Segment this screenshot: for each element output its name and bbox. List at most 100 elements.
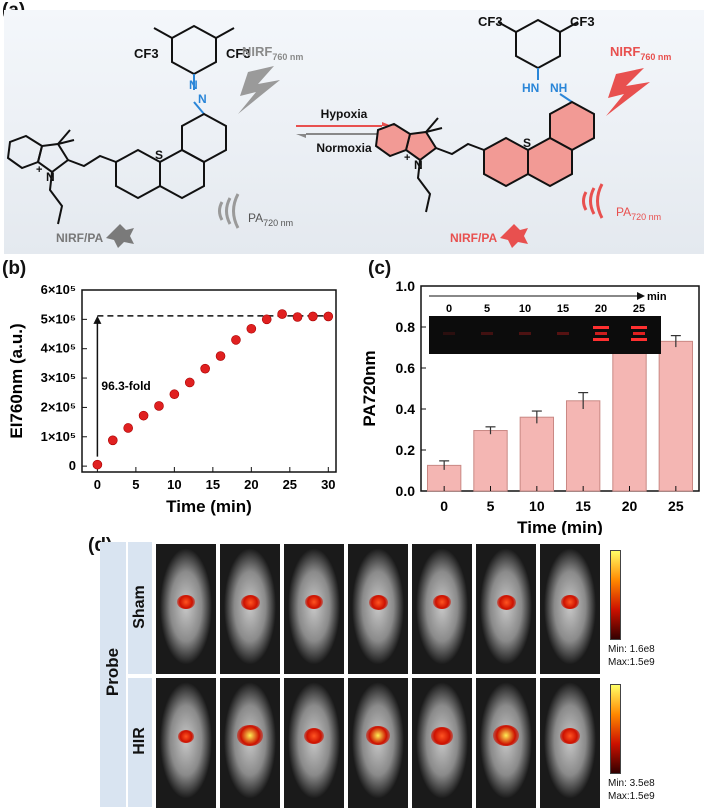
- bar-c: [519, 416, 555, 492]
- right-atom-n: N: [414, 158, 423, 172]
- mouse-image: [156, 678, 216, 808]
- right-badge-label: NIRF/PA: [450, 231, 497, 245]
- inset-signal-c: [593, 326, 609, 329]
- x-tick-label-c: 5: [487, 498, 495, 514]
- x-tick-label-c: 20: [622, 498, 638, 514]
- mouse-image: [348, 544, 408, 674]
- x-tick-label-b: 25: [283, 477, 297, 492]
- y-tick-label-b: 3×10⁵: [41, 370, 76, 385]
- x-tick-label-b: 5: [132, 477, 139, 492]
- left-molecule: [6, 24, 235, 225]
- inset-signal-c: [519, 332, 531, 335]
- bar-c: [473, 430, 508, 492]
- y-tick-label-b: 2×10⁵: [41, 399, 76, 414]
- bar-c: [565, 400, 601, 492]
- data-point-b: [138, 410, 149, 421]
- y-tick-label-b: 5×10⁵: [41, 311, 76, 326]
- right-molecule: [374, 18, 595, 213]
- left-lightning-icon: [238, 66, 280, 114]
- chart-b: 0 1×10⁵ 2×10⁵ 3×10⁵ 4×10⁵ 5×10⁵ 6×10⁵ 0 5 10 15 20 2…: [7, 282, 337, 516]
- mouse-image: [284, 544, 344, 674]
- bar-c: [612, 347, 647, 492]
- x-tick-label-b: 20: [244, 477, 258, 492]
- scheme-svg: CF3 CF3 N N S N + NIRF760 nm PA720 nm NI…: [6, 14, 671, 248]
- chart-c: 0.0 0.2 0.4 0.6 0.8 1.0 0 5 10 15 20 25 Time (min) PA…: [360, 278, 700, 535]
- y-tick-label-b: 1×10⁵: [41, 429, 76, 444]
- right-atom-nplus: +: [404, 152, 410, 164]
- mouse-image: [156, 544, 216, 674]
- inset-tick-c: 10: [519, 303, 531, 315]
- inset-signal-c: [633, 332, 645, 335]
- probe-label: Probe: [103, 647, 122, 697]
- panel-label-c: (c): [368, 258, 392, 279]
- left-pa-wave-icon: [218, 193, 240, 229]
- y-tick-label-c: 0.8: [396, 319, 416, 335]
- inset-axis-label-c: min: [647, 291, 667, 303]
- right-lightning-icon: [606, 68, 650, 116]
- mouse-image: [412, 678, 472, 808]
- signal-spot: [368, 594, 388, 610]
- mouse-image: [540, 678, 600, 808]
- right-atom-s: S: [523, 136, 531, 150]
- x-axis-label-b: Time (min): [166, 497, 252, 516]
- data-point-b: [169, 389, 180, 400]
- left-atom-nplus: +: [36, 164, 42, 176]
- bar-c: [658, 340, 694, 492]
- data-point-b: [308, 311, 318, 322]
- y-axis-label-b: EI760nm (a.u.): [7, 323, 26, 438]
- left-atom-s: S: [155, 148, 163, 162]
- hir-max: Max:1.5e9: [608, 791, 655, 802]
- data-point-b: [184, 377, 195, 388]
- mouse-image: [476, 678, 536, 808]
- fold-arrowhead-b: [93, 315, 102, 324]
- x-tick-label-c: 25: [668, 498, 684, 514]
- right-hn: HN: [522, 81, 539, 95]
- data-point-b: [231, 335, 241, 345]
- right-star-icon: [500, 224, 528, 248]
- plot-frame-b: [81, 289, 337, 473]
- signal-spot: [366, 726, 390, 745]
- left-atom-n: N: [46, 170, 55, 184]
- left-badge-label: NIRF/PA: [56, 231, 103, 245]
- panel-a-scheme: CF3 CF3 N N S N + NIRF760 nm PA720 nm NI…: [4, 10, 704, 254]
- inset-tick-c: 25: [633, 303, 645, 315]
- signal-spot: [431, 727, 453, 745]
- left-cf3-2: CF3: [226, 46, 251, 61]
- right-nirf-label: NIRF760 nm: [610, 44, 671, 62]
- y-tick-label-c: 0.4: [396, 401, 416, 417]
- mouse-image: [476, 544, 536, 674]
- panel-label-b: (b): [2, 258, 27, 279]
- data-point-b: [154, 401, 164, 411]
- data-point-b: [292, 312, 303, 322]
- inset-tick-c: 5: [484, 303, 490, 315]
- right-pa-label: PA720 nm: [616, 205, 661, 222]
- signal-spot: [304, 594, 324, 610]
- inset-signal-c: [631, 338, 647, 341]
- mouse-image: [540, 544, 600, 674]
- x-tick-label-c: 15: [575, 498, 591, 514]
- sham-max: Max:1.5e9: [608, 657, 655, 668]
- signal-spot: [560, 594, 580, 610]
- left-pa-label: PA720 nm: [248, 211, 293, 228]
- x-tick-label-b: 0: [94, 477, 101, 492]
- signal-spot: [496, 594, 516, 610]
- sham-sidebar: Sham: [128, 542, 152, 674]
- inset-signal-c: [593, 338, 609, 341]
- y-axis-label-c: PA720nm: [360, 350, 379, 426]
- y-tick-label-c: 0.0: [396, 483, 416, 499]
- y-tick-label-b: 0: [69, 458, 76, 473]
- x-tick-label-c: 10: [529, 498, 545, 514]
- mouse-image: [348, 678, 408, 808]
- right-nh: NH: [550, 81, 567, 95]
- y-tick-label-c: 0.6: [396, 360, 416, 376]
- sham-label: Sham: [131, 585, 148, 629]
- left-azo-n2: N: [198, 92, 207, 106]
- left-nirf-label: NIRF760 nm: [242, 44, 303, 62]
- x-tick-label-c: 0: [440, 498, 448, 514]
- mouse-image: [220, 544, 280, 674]
- inset-signal-c: [443, 332, 455, 335]
- inset-tick-c: 0: [446, 303, 452, 315]
- data-point-b: [200, 363, 210, 374]
- right-cf3-1: CF3: [478, 14, 503, 29]
- fold-label-b: 96.3-fold: [101, 379, 150, 393]
